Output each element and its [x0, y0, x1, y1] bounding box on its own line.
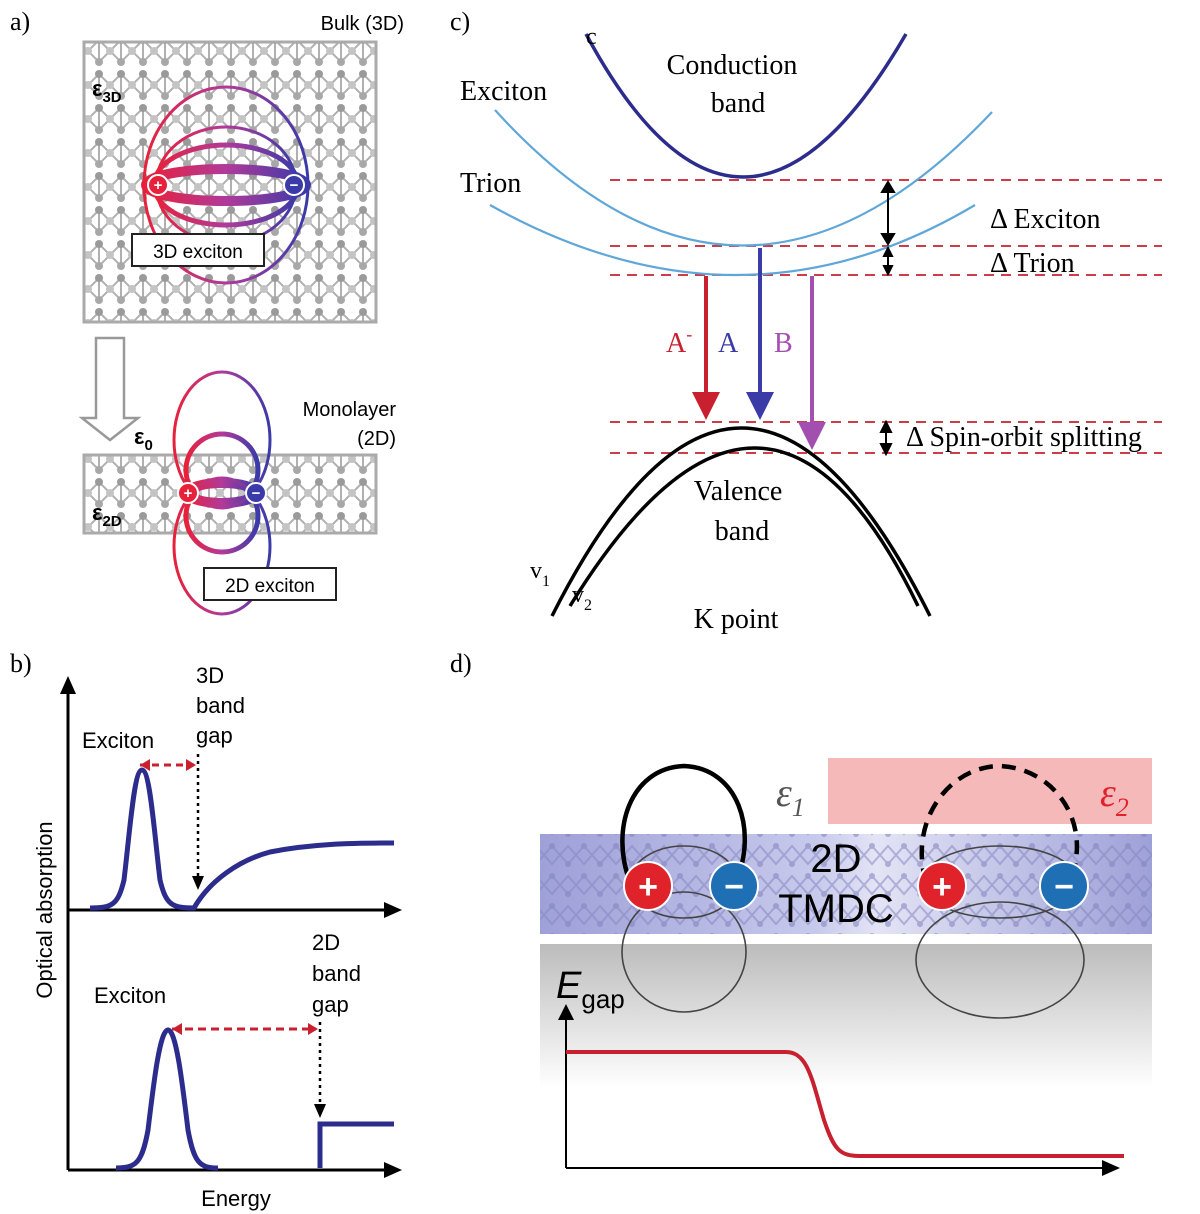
bottom-binding-arrowhead-right: [308, 1023, 318, 1035]
transition-a: [746, 248, 774, 420]
top-exciton-label: Exciton: [82, 728, 154, 753]
bottom-absorption-curve: [115, 1027, 219, 1171]
bottom-gap-arrowhead: [314, 1104, 326, 1118]
exciton-2d-label: 2D exciton: [225, 576, 315, 597]
right-hole-charge: [917, 861, 967, 911]
panel-c: c) c Conduction band Exciton Trion: [450, 7, 1162, 635]
left-plus-sign: +: [638, 868, 658, 906]
bottom-gap-label-2: band: [312, 961, 361, 986]
trion-label: Trion: [460, 168, 521, 199]
delta-exciton-arrow: [880, 180, 896, 246]
top-binding-arrowhead-left: [140, 759, 150, 771]
eps-2d-label: ε2D: [92, 500, 122, 530]
bulk-lattice-box: [82, 40, 378, 324]
v2-label: v2: [572, 582, 592, 614]
monolayer-label-line2: (2D): [357, 428, 396, 450]
valence-label-2: band: [715, 516, 769, 547]
bottom-exciton-label: Exciton: [94, 983, 166, 1008]
bulk-electron-charge: [283, 174, 305, 196]
exciton-label: Exciton: [460, 76, 547, 107]
delta-trion-arrow: [882, 245, 894, 277]
exciton-2d-box: [203, 567, 337, 601]
c-band-label: c: [586, 24, 597, 50]
right-minus-sign: −: [1054, 868, 1074, 906]
monolayer-plus-sign: +: [184, 485, 193, 502]
bulk-plus-sign: +: [154, 177, 163, 194]
valence-band-v1: [550, 426, 932, 617]
bottom-binding-arrowhead-left: [172, 1023, 182, 1035]
panel-b-label: b): [10, 649, 32, 678]
egap-axes: [558, 1004, 1120, 1176]
left-field-loop-lower: [621, 891, 747, 1013]
valence-band-v2: [568, 446, 920, 607]
left-electron-charge: [709, 861, 759, 911]
egap-profile-line: [566, 1050, 1124, 1158]
bulk-title: Bulk (3D): [321, 13, 404, 35]
delta-exciton-label: Δ Exciton: [990, 204, 1101, 235]
valence-label-1: Valence: [694, 476, 783, 507]
top-binding-arrowhead-right: [186, 759, 196, 771]
left-minus-sign: −: [724, 868, 744, 906]
k-point-label: K point: [694, 604, 779, 635]
panel-a: a) Bulk (3D) ε3D + − 3D exciton ε0 Monol…: [10, 7, 404, 616]
conduction-label-1: Conduction: [667, 50, 798, 81]
eps-0-label: ε0: [134, 424, 153, 454]
right-electron-charge: [1039, 861, 1089, 911]
trion-curve: [489, 204, 976, 277]
bottom-gap-label-1: 2D: [312, 930, 340, 955]
top-gap-arrowhead: [192, 876, 204, 890]
exciton-3d-label: 3D exciton: [153, 242, 243, 263]
top-gap-label-2: band: [196, 693, 245, 718]
left-field-loop-upper: [620, 763, 748, 883]
spin-orbit-label: Δ Spin-orbit splitting: [906, 422, 1142, 453]
substrate-region: [540, 944, 1152, 1088]
left-hole-charge: [623, 861, 673, 911]
top-gap-label-3: gap: [196, 723, 233, 748]
eps-3d-label: ε3D: [92, 76, 122, 106]
a-minus-label: A-: [666, 324, 692, 359]
delta-trion-label: Δ Trion: [990, 248, 1075, 279]
bulk-hole-charge: [147, 174, 169, 196]
top-absorption-curve: [89, 767, 395, 911]
monolayer-label-line1: Monolayer: [303, 399, 397, 421]
transition-arrow-icon: [78, 336, 142, 442]
a-label: A: [718, 328, 739, 359]
right-field-loop-upper: [919, 763, 1080, 883]
eps-2-label: ε2: [1100, 770, 1129, 822]
bottom-band-edge-step: [317, 1121, 394, 1168]
conduction-band-curve: [584, 33, 908, 179]
bottom-gap-label-3: gap: [312, 992, 349, 1017]
monolayer-lattice-box: [82, 453, 378, 535]
panel-d: d) + − + − ε1 ε2 2D TMDC Egap: [450, 649, 1152, 1176]
exciton-curve: [494, 109, 993, 247]
panel-a-label: a): [10, 7, 30, 36]
exciton-3d-box: [131, 233, 265, 267]
monolayer-electron-charge: [245, 482, 267, 504]
monolayer-hole-charge: [177, 482, 199, 504]
tmdc-label-1: 2D: [810, 837, 861, 881]
b-label: B: [774, 328, 793, 359]
y-axis-label: Optical absorption: [32, 821, 57, 998]
panel-d-label: d): [450, 649, 472, 678]
conduction-label-2: band: [711, 88, 765, 119]
dielectric-eps2-block: [828, 758, 1152, 824]
bulk-minus-sign: −: [290, 177, 299, 194]
right-plus-sign: +: [932, 868, 952, 906]
panel-c-label: c): [450, 7, 470, 36]
tmdc-label-2: TMDC: [778, 887, 894, 931]
egap-label: Egap: [556, 965, 625, 1014]
top-gap-label-1: 3D: [196, 663, 224, 688]
v1-label: v1: [530, 558, 550, 590]
transition-b: [798, 276, 826, 450]
eps-1-label: ε1: [776, 770, 805, 822]
transition-a-minus: [692, 276, 720, 420]
monolayer-minus-sign: −: [252, 485, 261, 502]
right-field-loop-lower: [915, 901, 1085, 1019]
x-axis-label: Energy: [201, 1186, 271, 1211]
panel-b: b) Optical absorption Energy Exciton 3D …: [10, 649, 402, 1211]
spin-orbit-arrow: [879, 419, 893, 457]
